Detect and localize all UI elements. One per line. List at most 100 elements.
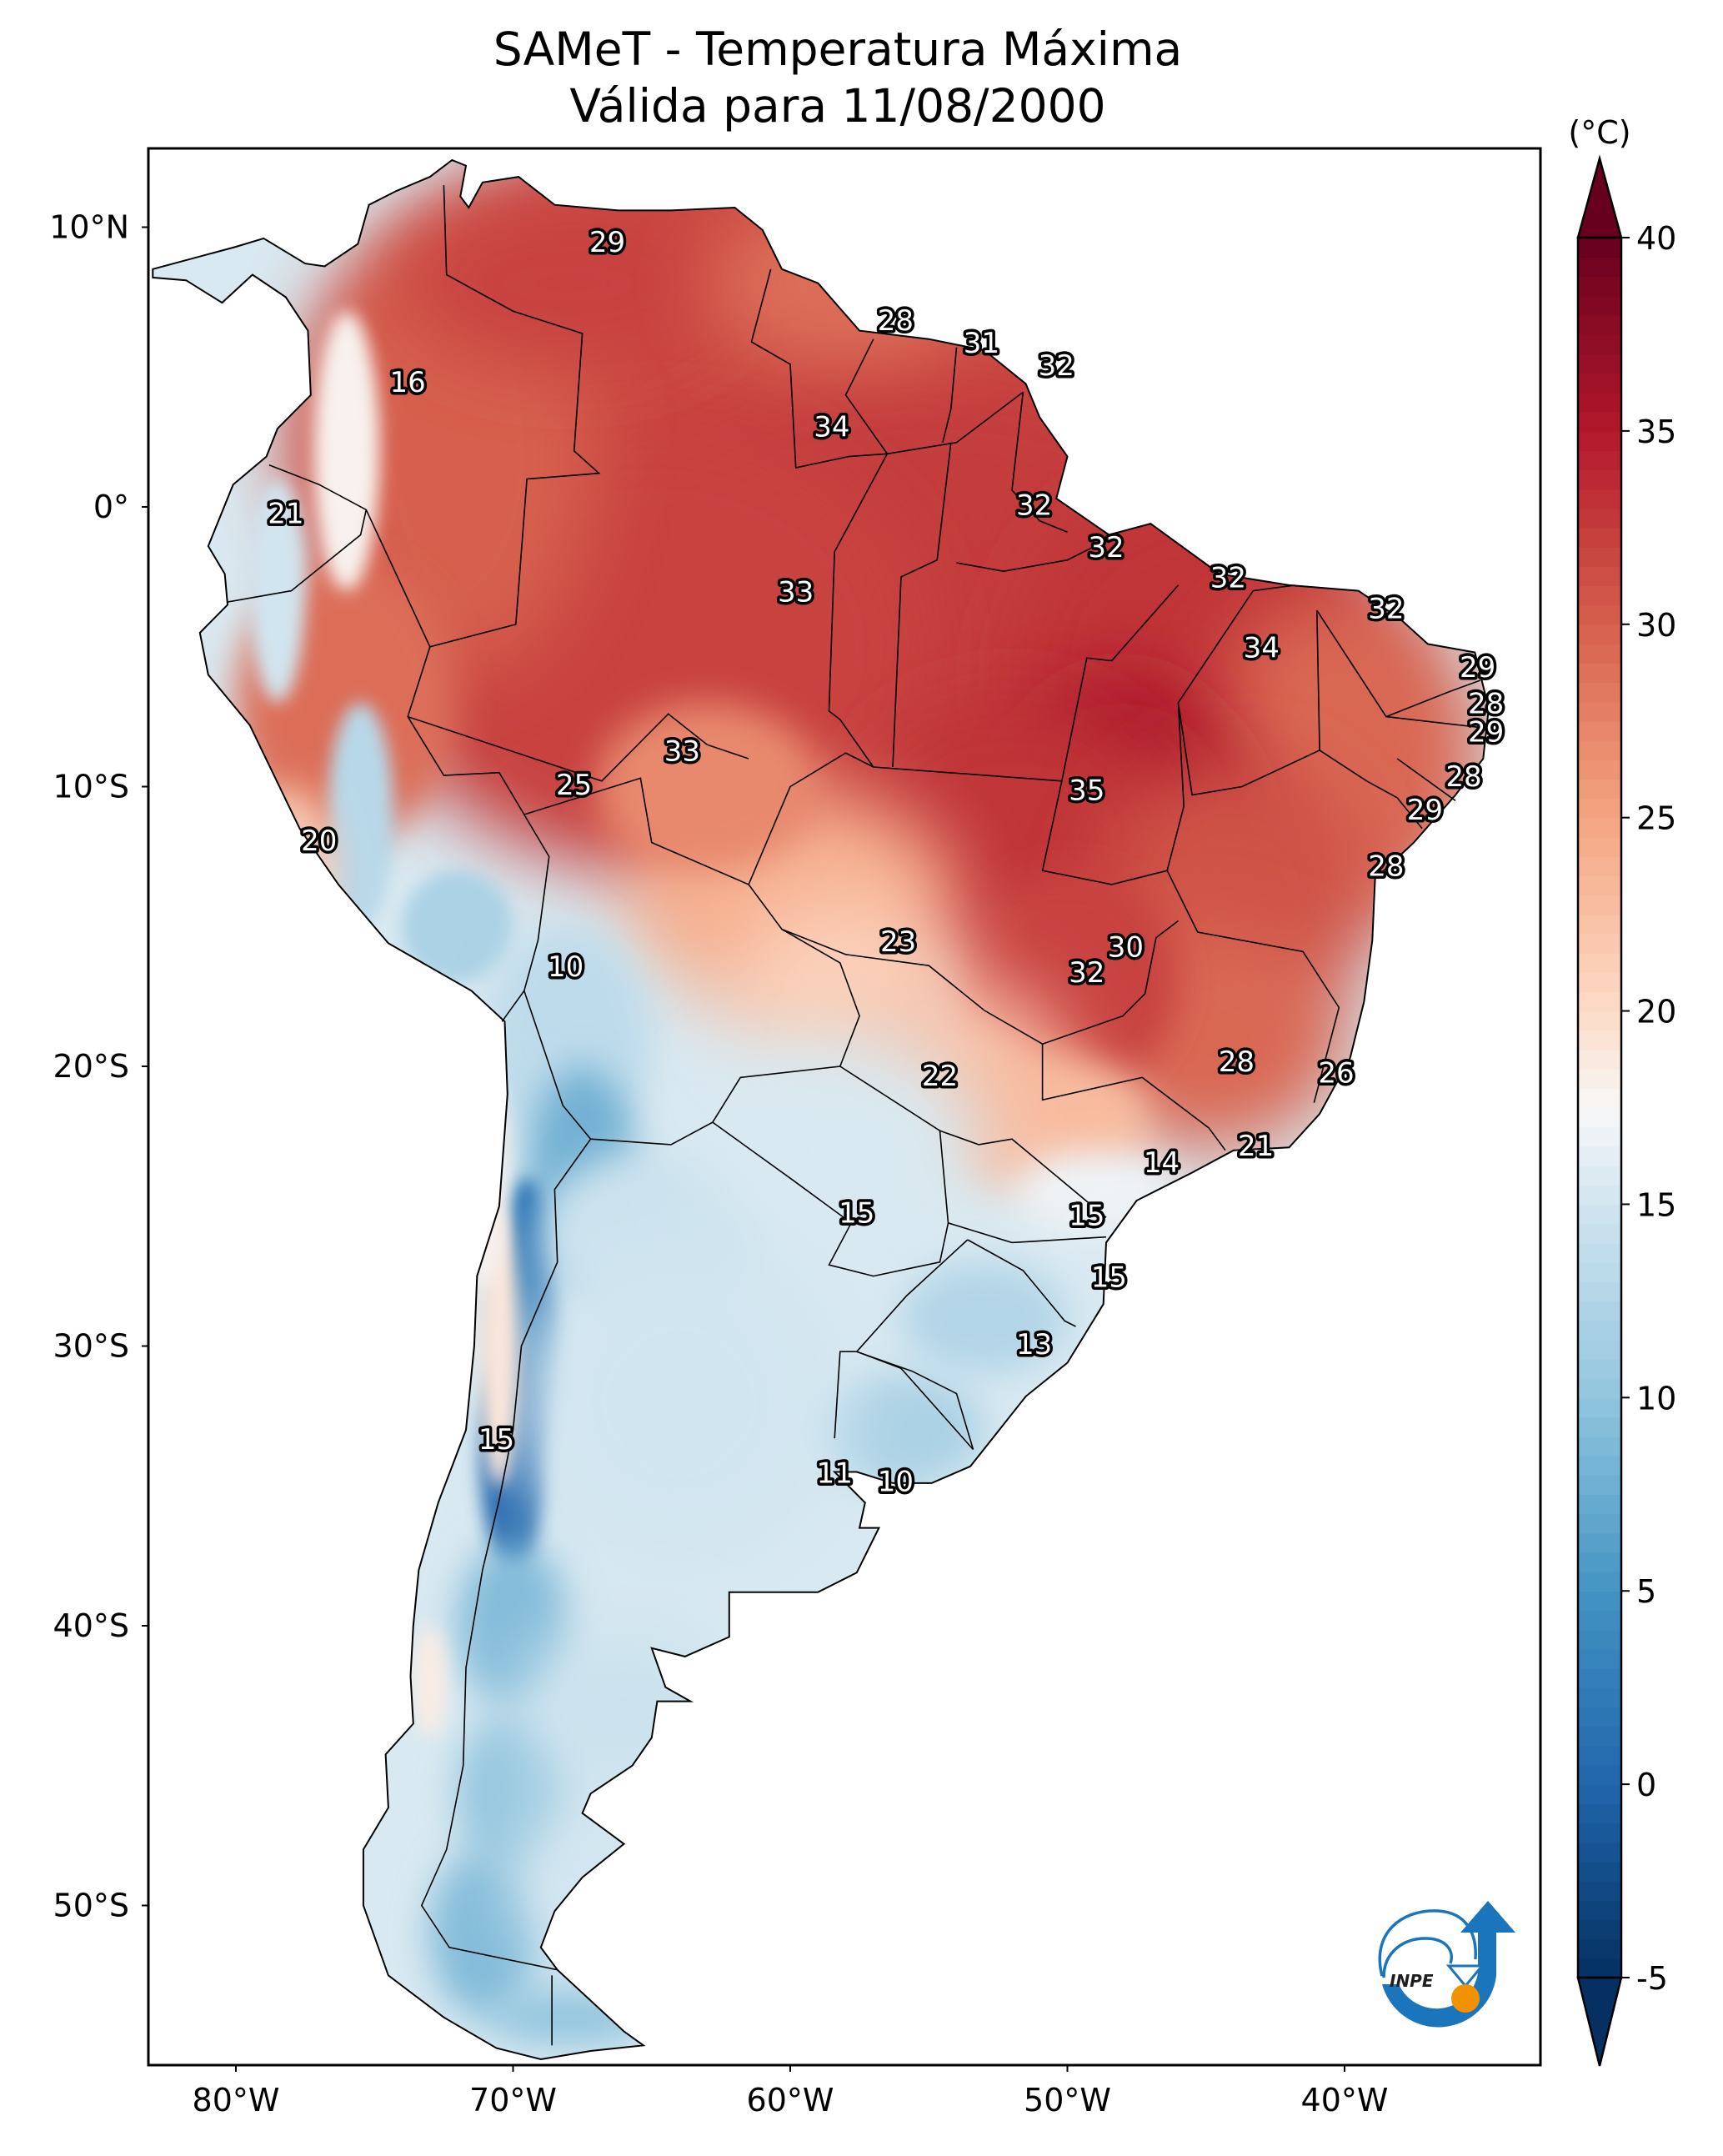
temperature-patch [513, 1793, 679, 1962]
station-temp-label: 20 [301, 825, 337, 858]
colorbar-segment [1578, 991, 1621, 1012]
colorbar-segment [1578, 1861, 1621, 1882]
border-line [1319, 750, 1423, 830]
colorbar-segment [1578, 1320, 1621, 1341]
border-line [1316, 609, 1481, 718]
station-temp-label: 15 [1091, 1261, 1127, 1294]
colorbar-segment [1578, 720, 1621, 741]
inpe-logo: INPE [1378, 1901, 1515, 2028]
temperature-patch [513, 1234, 846, 1570]
colorbar-segment [1578, 952, 1621, 973]
temperature-patch [429, 1849, 541, 2018]
y-tick-label: 0° [93, 489, 129, 525]
colorbar-segment [1578, 314, 1621, 335]
border-line [407, 713, 749, 782]
colorbar-unit-label: (°C) [1568, 114, 1630, 151]
colorbar-tick-label: 25 [1636, 800, 1676, 837]
colorbar-segment [1578, 392, 1621, 413]
station-temp-label: 29 [1460, 651, 1495, 684]
logo-sun-icon [1451, 1984, 1480, 2013]
station-temp-label: 29 [1468, 715, 1504, 749]
colorbar-segment [1578, 624, 1621, 644]
colorbar-segment [1578, 1281, 1621, 1302]
temperature-patch [249, 479, 306, 703]
colorbar-segment [1578, 1301, 1621, 1321]
border-line [1177, 610, 1320, 796]
coastline [152, 158, 1490, 2061]
colorbar-segment [1578, 1339, 1621, 1360]
colorbar-segment [1578, 1958, 1621, 1978]
y-tick-label: 50°S [53, 1888, 129, 1924]
y-tick-label: 40°S [53, 1607, 129, 1644]
colorbar-segment [1578, 1532, 1621, 1553]
station-temp-label: 28 [1368, 850, 1404, 883]
colorbar-segment [1578, 914, 1621, 935]
colorbar-tick-label: 15 [1636, 1186, 1676, 1223]
colorbar-segment [1578, 798, 1621, 819]
border-line [967, 1239, 1076, 1327]
x-tick-label: 70°W [469, 2082, 557, 2118]
border-line [227, 509, 368, 603]
border-line [956, 539, 1107, 573]
station-temp-label: 28 [1468, 688, 1504, 721]
colorbar-tick-label: 35 [1636, 414, 1676, 450]
colorbar-segment [1578, 1242, 1621, 1263]
colorbar-segment [1578, 353, 1621, 374]
colorbar-segment [1578, 1146, 1621, 1166]
colorbar-segment [1578, 1358, 1621, 1379]
colorbar-segment [1578, 1784, 1621, 1805]
colorbar-segment [1578, 1397, 1621, 1418]
colorbar-segment [1578, 411, 1621, 432]
station-temp-label: 35 [1069, 775, 1104, 808]
colorbar-segment [1578, 1088, 1621, 1109]
station-temp-label: 22 [922, 1060, 958, 1093]
colorbar-segment [1578, 295, 1621, 316]
colorbar-segment [1578, 1687, 1621, 1708]
colorbar-segment [1578, 760, 1621, 780]
temperature-patch [513, 1625, 735, 1794]
station-temp-label: 25 [556, 769, 592, 802]
colorbar-segment [1578, 508, 1621, 529]
station-temp-label: 21 [268, 498, 303, 531]
x-tick-label: 60°W [747, 2082, 834, 2118]
border-line [750, 268, 1024, 469]
border-line [1011, 392, 1068, 533]
border-line [1385, 715, 1484, 729]
colorbar-segment [1578, 1803, 1621, 1824]
station-temp-label: 33 [778, 576, 814, 609]
border-line [828, 453, 889, 768]
colorbar-segment [1578, 527, 1621, 548]
map-title-line2: Válida para 11/08/2000 [569, 79, 1106, 133]
colorbar-segment [1578, 933, 1621, 954]
station-temp-label: 21 [1238, 1130, 1274, 1163]
colorbar-segment [1578, 257, 1621, 278]
y-tick-label: 20°S [53, 1048, 129, 1085]
station-temp-label: 15 [478, 1423, 514, 1457]
colorbar-segment [1578, 1938, 1621, 1959]
border-line [948, 1222, 1107, 1244]
temperature-patch [596, 702, 819, 871]
colorbar-segment [1578, 875, 1621, 896]
border-line [420, 1138, 592, 1971]
logo-text: INPE [1390, 1971, 1434, 1991]
colorbar-extend-max [1576, 154, 1623, 239]
colorbar-segment [1578, 1185, 1621, 1206]
colorbar-segment [1578, 1126, 1621, 1147]
border-line [834, 1351, 857, 1439]
colorbar-outline [1576, 236, 1623, 1979]
colorbar-segment [1578, 566, 1621, 587]
station-temp-label: 32 [1088, 531, 1124, 564]
colorbar-segment [1578, 1010, 1621, 1031]
border-line [892, 442, 952, 768]
colorbar-segment [1578, 1842, 1621, 1863]
station-temp-label: 16 [390, 366, 426, 399]
station-temp-label: 26 [1318, 1057, 1354, 1091]
colorbar-segment [1578, 895, 1621, 915]
x-tick-label: 40°W [1301, 2082, 1389, 2118]
colorbar-segment [1578, 663, 1621, 684]
colorbar-segment [1578, 1166, 1621, 1186]
station-temp-label: 31 [964, 327, 999, 360]
temperature-patch [413, 1626, 447, 1738]
station-temp-label: 32 [1210, 562, 1246, 595]
